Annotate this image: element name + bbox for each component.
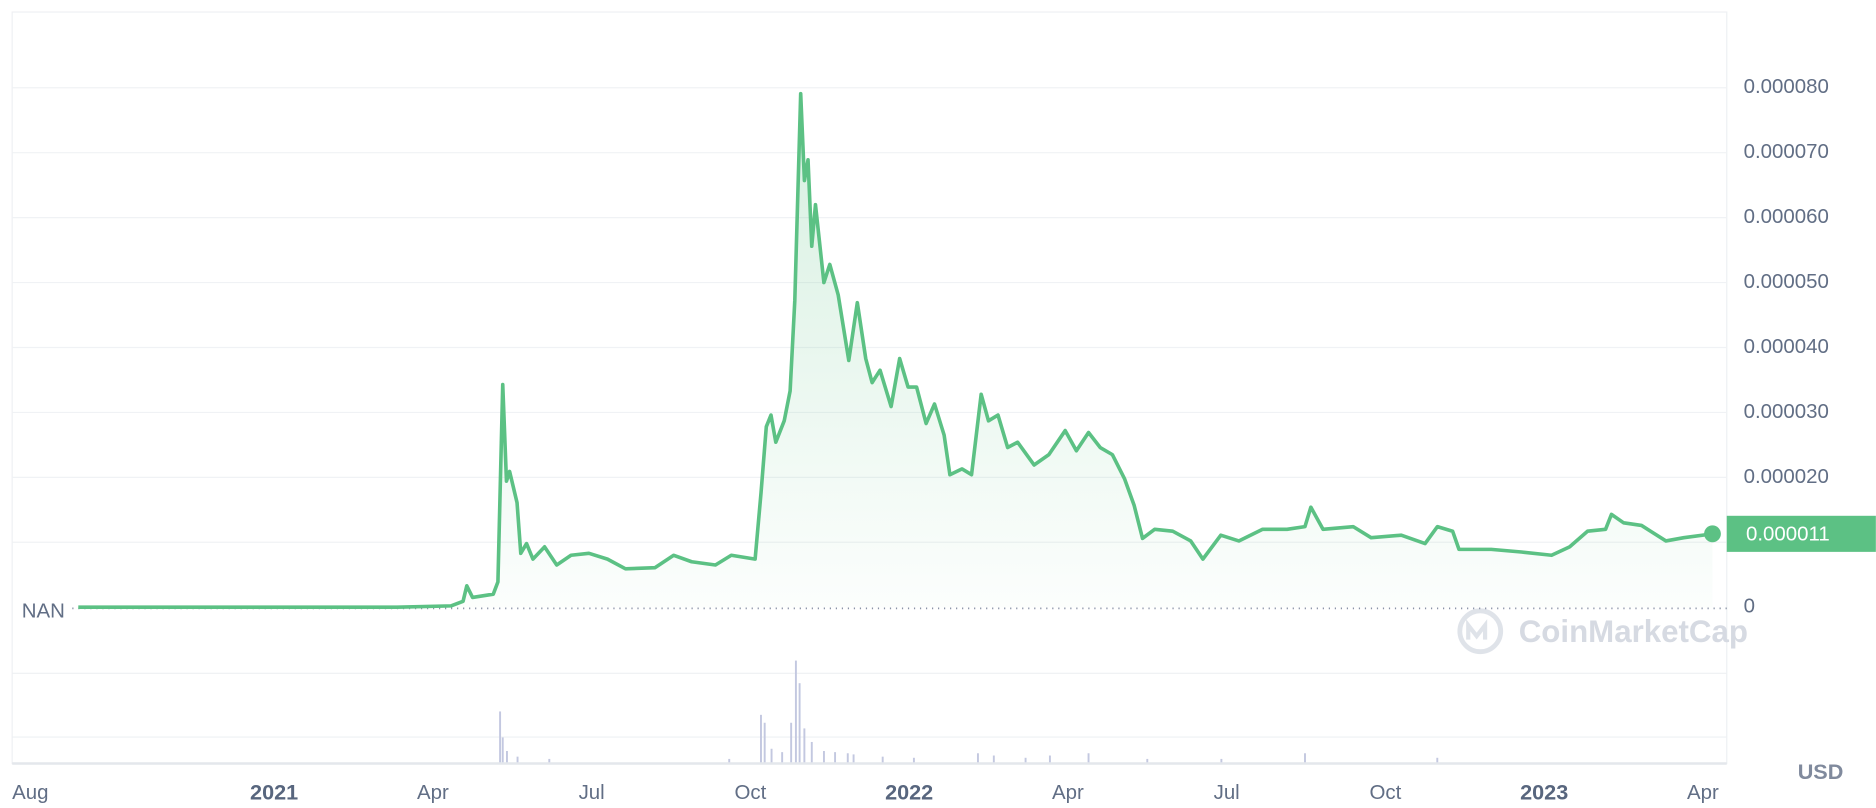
volume-bar — [1220, 758, 1223, 763]
watermark-logo — [1457, 608, 1504, 655]
volume-bar — [810, 741, 813, 763]
volume-bar — [1087, 753, 1090, 763]
x-tick-label: Apr — [1687, 781, 1719, 804]
price-line — [78, 91, 1713, 610]
y-tick-label: 0.000020 — [1744, 465, 1829, 488]
current-dot — [1704, 525, 1721, 543]
volume-bar — [798, 683, 801, 763]
volume-bar — [499, 711, 502, 763]
volume-bar — [1436, 757, 1439, 763]
x-tick-label: Jul — [579, 781, 605, 804]
area-fill — [78, 93, 1713, 608]
volume-bar — [763, 722, 766, 763]
x-tick-label: 2023 — [1520, 779, 1568, 804]
volume-bar — [794, 660, 797, 763]
volume-bar — [912, 757, 915, 763]
x-tick-label: Jul — [1214, 781, 1240, 804]
volume-bar — [1304, 753, 1306, 763]
y-tick-label: 0.000060 — [1744, 205, 1829, 228]
volume-bar — [852, 754, 855, 763]
y-tick-label: 0.000080 — [1744, 75, 1829, 98]
volume-bar — [822, 751, 825, 763]
y-tick-label: 0.000070 — [1744, 140, 1829, 163]
volume-bar — [1048, 755, 1051, 763]
volume-bar — [834, 752, 837, 763]
price-tag — [1726, 515, 1876, 552]
watermark: CoinMarketCap — [1519, 614, 1748, 649]
volume-bar — [881, 756, 884, 763]
volume-bar — [501, 737, 504, 763]
x-tick-label: 2022 — [885, 779, 933, 804]
y-tick-label: 0.000040 — [1744, 335, 1829, 358]
y-tick-label: 0.000030 — [1744, 400, 1829, 423]
x-tick-label: 2021 — [250, 779, 298, 804]
y-tick-label: 0 — [1744, 595, 1755, 618]
volume-bar — [976, 753, 979, 763]
x-tick-label: Apr — [1052, 781, 1084, 804]
volume-bar — [728, 758, 731, 763]
volume-bar — [516, 756, 519, 763]
y-tick-label: 0.000050 — [1744, 270, 1829, 293]
volume-bar — [992, 755, 995, 763]
x-tick-label: Oct — [1370, 781, 1402, 804]
volume-bar — [548, 758, 551, 763]
volume-bar — [760, 714, 762, 763]
baseline-label: NAN — [22, 599, 65, 622]
currency-label: USD — [1798, 759, 1844, 784]
volume-bar — [506, 751, 508, 763]
volume-bar — [1146, 758, 1149, 763]
price-tag-label: 0.000011 — [1746, 522, 1830, 545]
volume-bar — [1024, 757, 1027, 763]
volume-bar — [803, 728, 806, 763]
x-tick-label: Oct — [734, 781, 766, 804]
volume-bar — [781, 752, 784, 763]
volume-bar — [846, 753, 849, 763]
volume-bar — [770, 748, 773, 763]
x-tick-label: Apr — [417, 781, 449, 804]
x-tick-label: Aug — [12, 781, 48, 804]
volume-bar — [790, 722, 793, 763]
